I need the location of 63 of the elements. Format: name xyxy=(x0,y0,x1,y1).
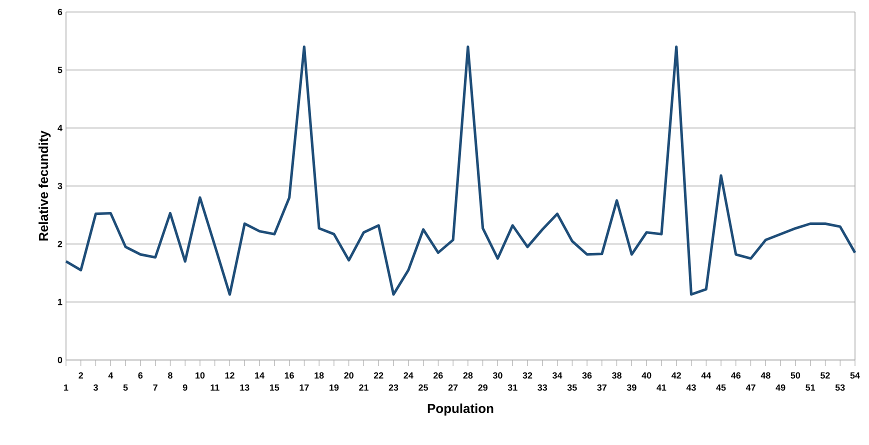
y-tick-label: 0 xyxy=(58,356,62,364)
x-tick-label: 43 xyxy=(686,384,696,391)
x-tick-label: 12 xyxy=(225,372,234,379)
x-tick-label: 39 xyxy=(626,384,636,391)
x-tick-label: 44 xyxy=(701,372,712,379)
x-tick-label: 47 xyxy=(746,384,756,391)
x-tick-label: 28 xyxy=(463,372,473,379)
y-tick-label: 2 xyxy=(58,240,62,248)
x-tick-label: 23 xyxy=(388,384,398,391)
y-tick-label: 3 xyxy=(58,182,62,190)
x-tick-label: 18 xyxy=(314,372,324,379)
x-tick-label: 1 xyxy=(64,384,68,391)
x-tick-label: 14 xyxy=(255,372,264,379)
x-tick-label: 15 xyxy=(270,384,280,391)
x-tick-label: 41 xyxy=(656,384,666,391)
x-tick-label: 21 xyxy=(359,384,368,391)
x-tick-label: 33 xyxy=(538,384,548,391)
x-tick-label: 2 xyxy=(78,372,84,379)
x-axis-title: Population xyxy=(428,404,494,416)
x-tick-label: 35 xyxy=(567,384,577,391)
x-tick-label: 40 xyxy=(642,372,652,379)
x-tick-label: 7 xyxy=(153,384,158,391)
x-tick-label: 25 xyxy=(418,384,428,391)
x-tick-label: 26 xyxy=(433,372,443,379)
y-tick-label: 1 xyxy=(58,298,62,306)
x-tick-label: 16 xyxy=(284,372,294,379)
x-tick-label: 8 xyxy=(168,372,172,379)
x-tick-label: 46 xyxy=(731,372,741,379)
x-tick-label: 3 xyxy=(93,384,98,391)
x-tick-label: 5 xyxy=(123,384,128,391)
x-tick-label: 9 xyxy=(182,384,188,391)
x-tick-label: 36 xyxy=(582,372,592,379)
x-tick-label: 11 xyxy=(210,384,220,391)
x-tick-label: 52 xyxy=(820,372,830,379)
x-tick-label: 27 xyxy=(448,384,458,391)
x-tick-label: 10 xyxy=(196,372,205,379)
x-tick-label: 34 xyxy=(552,372,562,379)
y-tick-label: 6 xyxy=(58,8,62,16)
x-tick-label: 42 xyxy=(672,372,681,379)
x-tick-label: 51 xyxy=(806,384,816,391)
x-tick-label: 37 xyxy=(597,384,607,391)
x-tick-label: 31 xyxy=(508,384,518,391)
x-tick-label: 45 xyxy=(716,384,726,391)
x-tick-label: 29 xyxy=(478,384,488,391)
x-tick-label: 30 xyxy=(492,372,502,379)
x-tick-label: 53 xyxy=(835,384,845,391)
x-tick-label: 49 xyxy=(776,384,786,391)
x-tick-label: 38 xyxy=(612,372,622,379)
y-tick-label: 4 xyxy=(58,124,62,132)
x-tick-label: 48 xyxy=(760,372,770,379)
x-tick-label: 22 xyxy=(374,372,384,379)
x-tick-label: 24 xyxy=(404,372,414,379)
x-tick-label: 13 xyxy=(240,384,250,391)
x-tick-label: 6 xyxy=(138,372,143,379)
x-tick-label: 54 xyxy=(850,372,860,379)
x-tick-label: 19 xyxy=(330,384,339,391)
x-tick-label: 32 xyxy=(522,372,532,379)
x-tick-label: 50 xyxy=(790,372,800,379)
y-axis-title: Relative fecundity xyxy=(38,130,51,241)
y-tick-label: 5 xyxy=(58,66,62,74)
x-tick-label: 4 xyxy=(108,372,114,379)
x-tick-label: 20 xyxy=(344,372,354,379)
x-tick-label: 17 xyxy=(300,384,309,391)
